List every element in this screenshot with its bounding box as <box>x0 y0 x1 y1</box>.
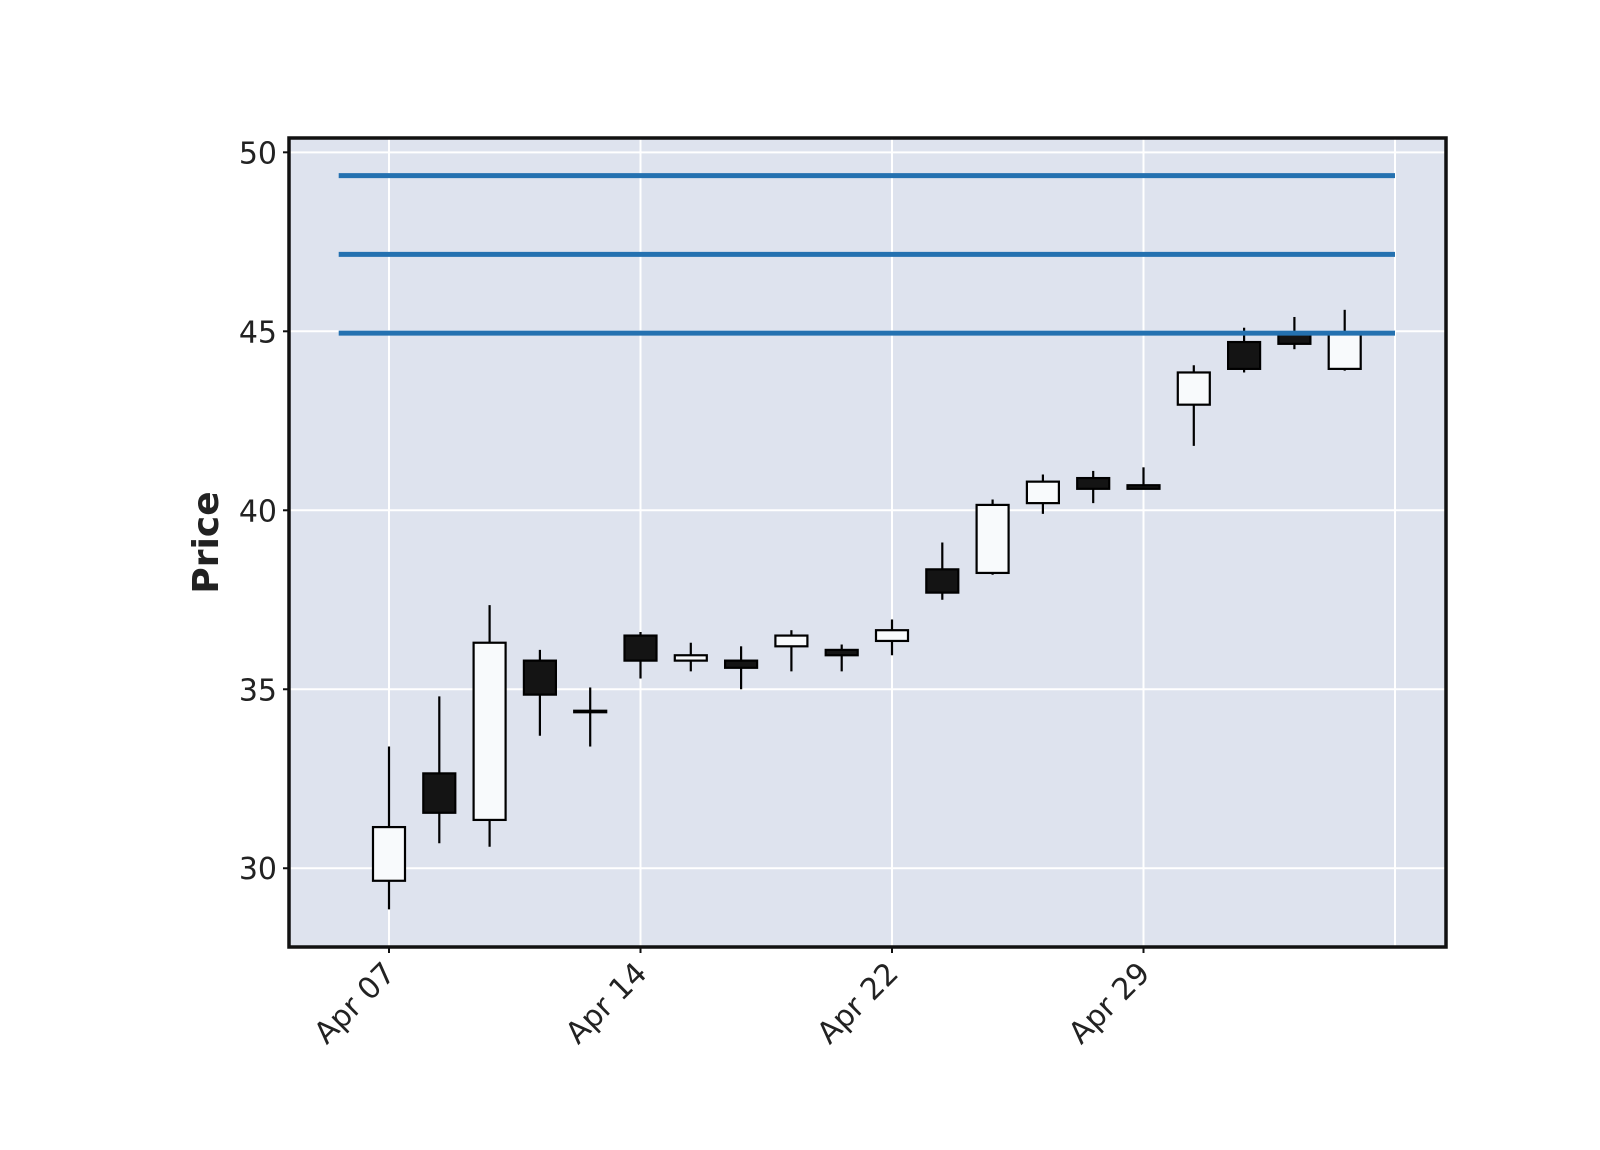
candle-body <box>874 629 910 643</box>
candle <box>1025 474 1061 514</box>
y-axis-label: Price <box>186 491 227 593</box>
candle-body <box>472 641 507 822</box>
horizontal-lines <box>338 173 1395 336</box>
candle-body <box>1076 476 1111 490</box>
candle <box>573 687 608 747</box>
candle <box>422 696 457 844</box>
candle-body <box>573 709 608 714</box>
candle <box>673 642 708 672</box>
plot-area-fill <box>289 138 1446 947</box>
y-tick-label: 40 <box>239 494 277 529</box>
candle-body <box>925 568 960 594</box>
candle <box>1176 365 1211 446</box>
y-tick-label: 35 <box>239 673 277 708</box>
candle <box>975 499 1010 575</box>
y-axis-ticks: 30 35 40 45 50 <box>239 136 289 887</box>
candle-body <box>975 503 1010 575</box>
candle-body <box>1226 340 1262 370</box>
candle <box>723 646 759 690</box>
candle-body <box>1025 480 1061 505</box>
candles <box>371 309 1362 910</box>
candle-body <box>522 659 558 696</box>
candle-body <box>1176 371 1211 406</box>
candle-body <box>371 825 407 882</box>
y-tick-label: 50 <box>239 136 277 171</box>
y-tick-label: 45 <box>239 315 277 350</box>
candle-body <box>824 648 859 657</box>
candle-body <box>422 772 457 814</box>
candle <box>623 631 658 679</box>
candle <box>824 644 859 672</box>
candle-body <box>774 634 809 648</box>
candle <box>371 746 407 910</box>
candle-body <box>723 659 759 669</box>
candle <box>1226 327 1262 373</box>
candle <box>1126 467 1161 490</box>
candle-body <box>1327 331 1362 370</box>
candle-body <box>1126 484 1161 490</box>
candle-body <box>673 654 708 662</box>
candle <box>472 605 507 847</box>
candle <box>925 542 960 600</box>
candle <box>522 649 558 736</box>
candle <box>774 630 809 672</box>
candle <box>1327 309 1362 371</box>
candle <box>1076 470 1111 504</box>
candle-body <box>623 634 658 662</box>
plot-area <box>289 138 1446 947</box>
candle <box>874 619 910 656</box>
plot-frame <box>287 136 1448 949</box>
y-tick-label: 30 <box>239 852 277 887</box>
